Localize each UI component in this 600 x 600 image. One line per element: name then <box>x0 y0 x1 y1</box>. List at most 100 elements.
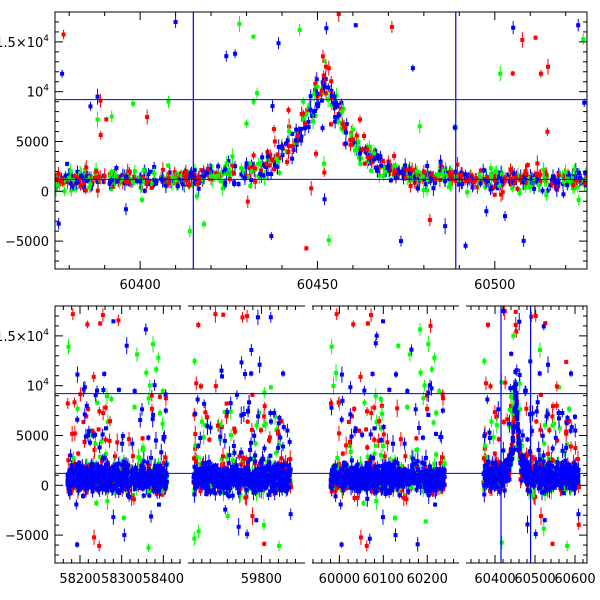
data-point <box>319 88 324 93</box>
data-point <box>391 165 396 170</box>
data-point <box>267 163 272 168</box>
data-point <box>216 164 221 169</box>
data-point <box>397 169 402 174</box>
data-point <box>72 431 77 436</box>
data-point <box>166 176 171 181</box>
data-point <box>90 489 95 494</box>
data-point <box>250 514 255 519</box>
data-point <box>105 419 110 424</box>
data-point <box>343 141 348 146</box>
data-point <box>82 385 87 390</box>
data-point <box>57 181 62 186</box>
data-point <box>152 164 157 169</box>
data-point <box>247 164 252 169</box>
data-point <box>93 441 98 446</box>
data-point <box>194 194 199 199</box>
data-point <box>342 124 347 129</box>
data-point <box>111 515 116 520</box>
data-point <box>314 102 319 107</box>
data-point <box>196 529 201 534</box>
data-point <box>98 474 103 479</box>
data-point <box>423 172 428 177</box>
data-point <box>311 119 316 124</box>
data-point <box>443 224 448 229</box>
data-point <box>471 180 476 185</box>
data-point <box>103 405 108 410</box>
data-point <box>175 171 180 176</box>
data-point <box>273 414 278 419</box>
data-point <box>457 182 462 187</box>
data-point <box>241 455 246 460</box>
data-point <box>96 475 101 480</box>
data-point <box>134 483 139 488</box>
data-point <box>184 178 189 183</box>
data-point <box>140 407 145 412</box>
data-point <box>55 176 59 181</box>
data-point <box>151 342 156 347</box>
data-point <box>560 174 565 179</box>
data-point <box>369 155 374 160</box>
data-point <box>340 121 345 126</box>
data-point <box>288 482 293 487</box>
data-point <box>248 183 253 188</box>
data-point <box>154 367 159 372</box>
data-point <box>401 171 406 176</box>
data-point <box>532 173 537 178</box>
data-point <box>565 183 570 188</box>
data-point <box>109 466 114 471</box>
data-point <box>163 392 168 397</box>
data-point <box>334 93 339 98</box>
y-tick-label: 1.5×104 <box>0 34 49 51</box>
data-point <box>517 191 522 196</box>
data-point <box>192 464 197 469</box>
data-point <box>118 178 123 183</box>
data-point <box>299 126 304 131</box>
data-point <box>139 472 144 477</box>
data-point <box>68 169 73 174</box>
data-point <box>77 460 82 465</box>
data-point <box>147 493 152 498</box>
data-point <box>548 183 553 188</box>
data-point <box>329 102 334 107</box>
data-point <box>66 458 71 463</box>
data-point <box>528 185 533 190</box>
data-point <box>141 493 146 498</box>
data-point <box>213 312 218 317</box>
data-point <box>244 161 249 166</box>
data-point <box>516 174 521 179</box>
data-point <box>250 392 255 397</box>
data-point <box>115 440 120 445</box>
data-point <box>459 170 464 175</box>
data-point <box>230 458 235 463</box>
data-point <box>132 481 137 486</box>
data-point <box>178 171 183 176</box>
data-point <box>353 23 358 28</box>
data-point <box>249 348 254 353</box>
data-point <box>157 394 162 399</box>
data-point <box>463 243 468 248</box>
data-point <box>294 127 299 132</box>
data-point <box>94 501 99 506</box>
data-point <box>150 479 155 484</box>
data-point <box>140 486 145 491</box>
data-point <box>308 94 313 99</box>
data-point <box>408 183 413 188</box>
data-point <box>324 64 329 69</box>
data-point <box>456 173 461 178</box>
data-point <box>277 156 282 161</box>
data-point <box>153 438 158 443</box>
data-point <box>164 479 169 484</box>
data-point <box>545 64 550 69</box>
data-point <box>286 108 291 113</box>
data-point <box>223 171 228 176</box>
data-point <box>279 144 284 149</box>
data-point <box>125 463 130 468</box>
data-point <box>459 181 464 186</box>
data-point <box>162 468 167 473</box>
data-point <box>448 182 453 187</box>
bottom-panel: −5000050001041.5×10458200583005840059800… <box>0 304 596 587</box>
data-point <box>487 181 492 186</box>
data-point <box>199 419 204 424</box>
data-point <box>71 456 76 461</box>
data-point <box>232 180 237 185</box>
